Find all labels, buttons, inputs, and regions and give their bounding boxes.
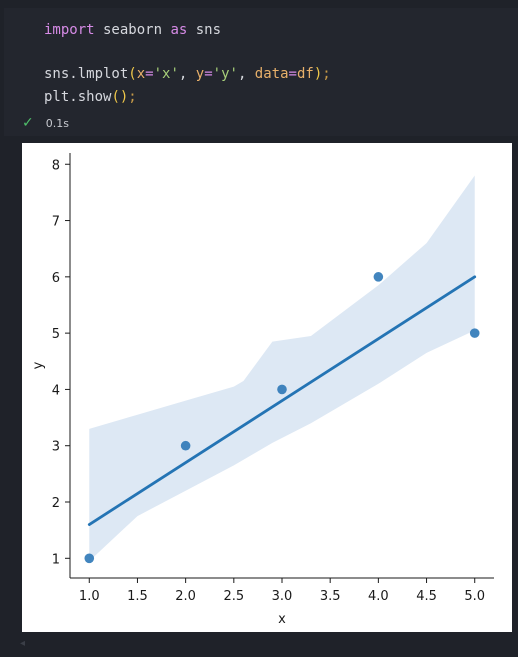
arg-data-name: data	[254, 66, 289, 82]
open-paren: (	[128, 66, 137, 82]
y-tick-label: 6	[52, 271, 60, 286]
code-editor[interactable]: import seaborn as sns sns.lmplot(x='x', …	[4, 8, 518, 136]
y-tick-label: 3	[52, 440, 60, 455]
data-point	[84, 553, 95, 564]
keyword-as: as	[170, 22, 188, 38]
x-axis-label: x	[278, 612, 286, 627]
module-name: seaborn	[94, 22, 171, 38]
equals: =	[204, 66, 213, 82]
arg-y-name: y	[195, 66, 205, 82]
semicolon: ;	[128, 89, 137, 105]
equals: =	[145, 66, 154, 82]
regression-line	[87, 275, 477, 526]
x-tick-label: 1.0	[79, 589, 100, 604]
code-line-2: sns.lmplot(x='x', y='y', data=df);	[44, 66, 331, 82]
scroll-indicator-icon: ◂	[20, 638, 26, 649]
code-line-3: plt.show();	[44, 89, 137, 105]
y-tick-label: 2	[52, 496, 60, 511]
y-tick-label: 7	[52, 215, 60, 230]
execution-status: ✓ 0.1s	[22, 114, 69, 132]
x-tick-label: 4.5	[416, 589, 437, 604]
lmplot-chart: 1.0 1.5 2.0 2.5 3.0 3.5 4.0 4.5 5.0 1 2 3 4 5 6 7 8 x y	[31, 153, 494, 627]
data-point	[469, 328, 480, 338]
x-tick-label: 4.0	[368, 589, 389, 604]
data-point	[373, 272, 384, 282]
y-tick-label: 8	[52, 158, 60, 173]
keyword-import: import	[44, 22, 95, 38]
alias-name: sns	[187, 22, 222, 38]
code-line-1: import seaborn as sns	[44, 22, 221, 38]
x-tick-label: 5.0	[464, 589, 485, 604]
x-tick-label: 2.5	[223, 589, 244, 604]
semicolon: ;	[322, 66, 331, 82]
check-icon: ✓	[22, 115, 34, 131]
x-tick-label: 3.5	[320, 589, 341, 604]
function-call: sns.lmplot	[44, 66, 129, 82]
equals: =	[288, 66, 297, 82]
x-tick-label: 2.0	[175, 589, 196, 604]
arg-x-value: 'x'	[153, 66, 179, 82]
arg-data-value: df	[296, 66, 314, 82]
comma: ,	[237, 66, 255, 82]
y-axis-label: y	[31, 361, 46, 369]
confidence-band	[89, 175, 475, 562]
parens: ()	[111, 89, 129, 105]
y-tick-label: 5	[52, 327, 60, 342]
comma: ,	[178, 66, 196, 82]
arg-x-name: x	[136, 66, 146, 82]
close-paren: )	[313, 66, 323, 82]
y-tick-label: 4	[52, 383, 60, 398]
function-call: plt.show	[44, 89, 112, 105]
x-tick-label: 1.5	[127, 589, 148, 604]
x-tick-label: 3.0	[272, 589, 293, 604]
execution-time: 0.1s	[45, 116, 69, 130]
arg-y-value: 'y'	[212, 66, 238, 82]
cell-output: 1.0 1.5 2.0 2.5 3.0 3.5 4.0 4.5 5.0 1 2 3 4 5 6 7 8 x y	[22, 143, 512, 632]
data-point	[277, 384, 287, 395]
data-point	[180, 440, 191, 451]
y-tick-label: 1	[52, 552, 60, 567]
